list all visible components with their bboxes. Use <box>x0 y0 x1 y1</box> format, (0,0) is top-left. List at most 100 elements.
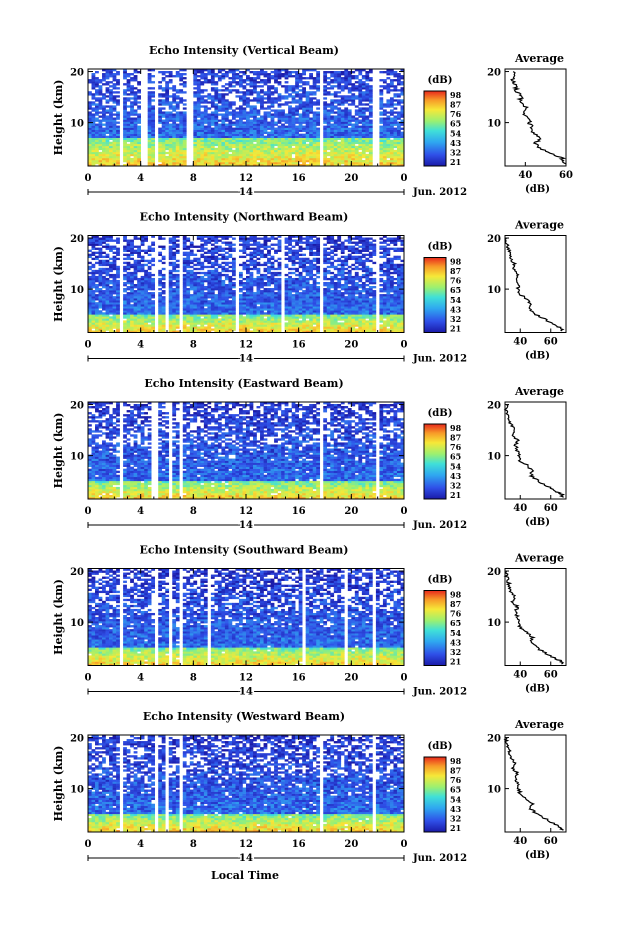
heatmap-cell <box>277 288 282 291</box>
heatmap-cell <box>316 107 321 110</box>
heatmap-cell <box>277 95 282 98</box>
heatmap-cell <box>368 157 373 161</box>
heatmap-cell <box>147 91 152 94</box>
heatmap-cell <box>326 157 331 161</box>
heatmap-cell <box>365 145 370 149</box>
heatmap-cell <box>172 143 177 147</box>
heatmap-cell <box>168 290 173 293</box>
heatmap-cell <box>186 330 191 333</box>
heatmap-cell <box>133 129 138 132</box>
heatmap-cell <box>246 163 250 167</box>
heatmap-cell <box>238 314 243 317</box>
heatmap-cell <box>88 145 92 149</box>
heatmap-cell <box>277 77 282 80</box>
heatmap-cell <box>126 115 131 118</box>
heatmap-cell <box>295 330 299 333</box>
heatmap-cell <box>340 306 345 309</box>
heatmap-cell <box>379 290 384 293</box>
heatmap-cell <box>130 79 134 82</box>
heatmap-cell <box>238 157 243 161</box>
heatmap-cell <box>238 326 243 329</box>
heatmap-cell <box>305 147 310 151</box>
heatmap-cell <box>172 149 177 153</box>
heatmap-cell <box>351 149 356 153</box>
heatmap-cell <box>116 308 120 311</box>
heatmap-cell <box>316 131 321 134</box>
heatmap-cell <box>386 302 391 305</box>
heatmap-cell <box>168 312 173 315</box>
heatmap-cell <box>337 322 342 325</box>
heatmap-cell <box>246 113 250 116</box>
heatmap-cell <box>200 153 205 157</box>
heatmap-cell <box>302 81 306 84</box>
heatmap-cell <box>214 119 219 122</box>
heatmap-cell <box>361 131 366 134</box>
heatmap-cell <box>393 149 398 153</box>
heatmap-cell <box>179 147 184 151</box>
heatmap-cell <box>288 111 292 114</box>
heatmap-cell <box>109 93 113 96</box>
heatmap-cell <box>358 139 363 143</box>
heatmap-cell <box>168 306 173 309</box>
heatmap-cell <box>161 103 166 106</box>
heatmap-cell <box>288 312 292 315</box>
heatmap-cell <box>172 316 177 319</box>
heatmap-cell <box>151 330 156 333</box>
heatmap-cell <box>389 113 394 116</box>
heatmap-cell <box>200 326 205 329</box>
heatmap-cell <box>312 77 317 80</box>
heatmap-cell <box>112 153 117 157</box>
heatmap-cell <box>368 300 373 303</box>
heatmap-cell <box>358 292 363 295</box>
heatmap-cell <box>284 316 289 319</box>
heatmap-cell <box>158 121 163 124</box>
heatmap-cell <box>88 300 92 303</box>
heatmap-cell <box>305 125 310 128</box>
heatmap-cell <box>238 83 243 86</box>
heatmap-cell <box>333 310 338 313</box>
heatmap-cell <box>302 121 306 124</box>
heatmap-cell <box>372 328 377 331</box>
heatmap-cell <box>260 145 264 149</box>
heatmap-cell <box>123 75 127 78</box>
heatmap-cell <box>217 69 222 72</box>
heatmap-cell <box>382 121 387 124</box>
heatmap-cell <box>396 320 401 323</box>
heatmap-cell <box>340 111 345 114</box>
heatmap-cell <box>217 75 222 78</box>
heatmap-cell <box>351 93 356 96</box>
heatmap-cell <box>105 77 110 80</box>
heatmap-cell <box>88 91 92 94</box>
heatmap-cell <box>98 155 103 159</box>
heatmap-cell <box>238 159 243 163</box>
heatmap-cell <box>123 93 127 96</box>
heatmap-cell <box>224 87 229 90</box>
heatmap-cell <box>102 292 106 295</box>
heatmap-cell <box>221 304 226 307</box>
heatmap-cell <box>333 316 338 319</box>
heatmap-cell <box>246 308 250 311</box>
heatmap-cell <box>102 117 106 120</box>
heatmap-cell <box>389 135 394 139</box>
heatmap-cell <box>379 113 384 116</box>
heatmap-cell <box>291 294 296 297</box>
heatmap-cell <box>112 324 117 327</box>
heatmap-cell <box>168 81 173 84</box>
heatmap-cell <box>344 133 349 136</box>
heatmap-cell <box>263 318 268 321</box>
heatmap-cell <box>368 133 373 136</box>
heatmap-cell <box>207 129 212 132</box>
heatmap-cell <box>179 129 184 132</box>
heatmap-cell <box>228 316 233 319</box>
heatmap-cell <box>116 314 120 317</box>
heatmap-cell <box>379 306 384 309</box>
heatmap-cell <box>274 306 278 309</box>
heatmap-cell <box>238 296 243 299</box>
heatmap-cell <box>228 121 233 124</box>
heatmap-cell <box>158 85 163 88</box>
heatmap-cell <box>161 292 166 295</box>
heatmap-cell <box>347 310 352 313</box>
heatmap-cell <box>91 294 96 297</box>
heatmap-cell <box>326 129 331 132</box>
heatmap-cell <box>224 157 229 161</box>
